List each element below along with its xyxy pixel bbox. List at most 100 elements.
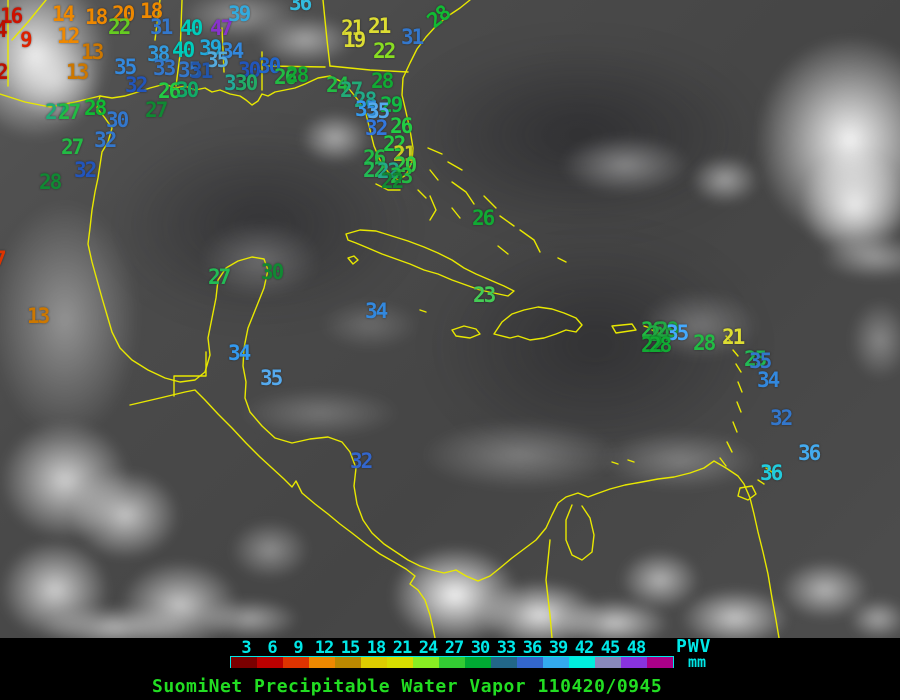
station-pwv-value: 32 [94,128,117,152]
station-pwv-value: 26 [472,206,495,230]
station-pwv-value: 30 [235,71,258,95]
title-bar: SuomiNet Precipitable Water Vapor 110420… [0,668,900,700]
station-pwv-value: 13 [81,40,104,64]
station-pwv-value: 23 [473,283,496,307]
coastline [0,0,780,638]
station-pwv-value: 36 [798,441,821,465]
station-pwv-value: 13 [27,304,50,328]
colorbar-segment [335,657,361,670]
station-pwv-value: 28 [354,88,377,112]
page-title: SuomiNet Precipitable Water Vapor 110420… [152,676,663,697]
station-pwv-value: 34 [757,368,780,392]
station-pwv-value: 32 [74,158,97,182]
station-pwv-value: 30 [258,54,281,78]
station-pwv-value: 26 [158,79,181,103]
station-pwv-value: 30 [261,260,284,284]
station-pwv-value: 40 [180,16,203,40]
scale-tick: 3 [241,638,251,658]
scale-tick: 15 [340,638,361,658]
station-pwv-value: 26 [641,318,664,342]
station-pwv-value: 12 [57,24,80,48]
station-pwv-value: 30 [238,58,261,82]
station-pwv-value: 20 [394,153,417,177]
station-pwv-value: 22 [641,333,664,357]
station-pwv-value: 32 [770,406,793,430]
station-pwv-value: 27 [340,78,363,102]
station-pwv-value: 28 [693,331,716,355]
station-pwv-value: 39 [199,36,222,60]
station-pwv-value: 28 [84,96,107,120]
station-pwv-value: 32 [125,73,148,97]
station-pwv-value: 34 [365,299,388,323]
station-pwv-value: 24 [648,322,671,346]
station-pwv-value: 28 [371,69,394,93]
scale-tick: 27 [444,638,465,658]
colorbar-segment [465,657,491,670]
station-pwv-value: 21 [368,14,391,38]
scale-tick: 30 [470,638,491,658]
station-pwv-value: 35 [260,366,283,390]
station-pwv-value: 28 [39,170,62,194]
station-pwv-value: 27 [208,265,231,289]
station-pwv-value: 13 [66,60,89,84]
colorbar-segment [517,657,543,670]
station-pwv-value: 22 [363,158,386,182]
station-pwv-value: 35 [178,58,201,82]
scale-tick: 33 [496,638,517,658]
colorbar-segment [257,657,283,670]
station-pwv-value: 22 [377,159,400,183]
colorbar-segment [361,657,387,670]
station-pwv-value: 27 [58,100,81,124]
station-pwv-value: 34 [228,341,251,365]
scale-tick: 39 [548,638,569,658]
pwv-unit-mm: mm [688,653,707,671]
station-pwv-value: 35 [749,349,772,373]
station-pwv-value: 22 [108,15,131,39]
scale-tick: 18 [366,638,387,658]
station-pwv-value: 19 [343,28,366,52]
station-pwv-value: 7 [0,249,7,270]
pwv-unit-label: PWV [676,636,712,657]
station-pwv-value: 35 [206,48,229,72]
scale-tick: 6 [267,638,277,658]
colorbar-segment [491,657,517,670]
station-pwv-value: 32 [350,449,373,473]
station-pwv-value: 31 [401,25,424,49]
station-pwv-value: 31 [190,59,213,83]
station-pwv-value: 35 [355,97,378,121]
station-pwv-value: 21 [341,16,364,40]
colorbar-segment [283,657,309,670]
station-pwv-value: 24 [326,73,349,97]
colorbar-segment [543,657,569,670]
station-pwv-value: 27 [45,100,68,124]
colorbar-segment [309,657,335,670]
station-pwv-value: 25 [744,347,767,371]
colorbar-segment [621,657,647,670]
station-pwv-value: 35 [666,321,689,345]
station-pwv-value: 29 [380,93,403,117]
station-pwv-value: 2 [0,60,9,84]
station-pwv-value: 9 [20,28,33,52]
station-pwv-value: 28 [649,333,672,357]
station-pwv-value: 34 [221,39,244,63]
scale-tick: 42 [574,638,595,658]
station-pwv-value: 36 [760,461,783,485]
station-pwv-value: 20 [112,2,135,26]
station-pwv-value: 18 [85,5,108,29]
station-pwv-value: 26 [390,114,413,138]
satellite-imagery: 1649214182018121313223140473936384039343… [0,0,900,638]
station-pwv-value: 4 [0,20,8,41]
station-pwv-value: 47 [210,16,233,40]
station-pwv-value: 39 [228,2,251,26]
station-pwv-value: 30 [176,78,199,102]
station-pwv-value: 27 [145,98,168,122]
station-pwv-value: 27 [61,135,84,159]
colorbar-segment [569,657,595,670]
colorbar-segment [647,657,673,670]
station-pwv-value: 14 [52,2,75,26]
scale-tick: 9 [293,638,303,658]
colorbar-segment [595,657,621,670]
station-pwv-value: 33 [224,71,247,95]
station-pwv-value: 18 [140,0,163,23]
